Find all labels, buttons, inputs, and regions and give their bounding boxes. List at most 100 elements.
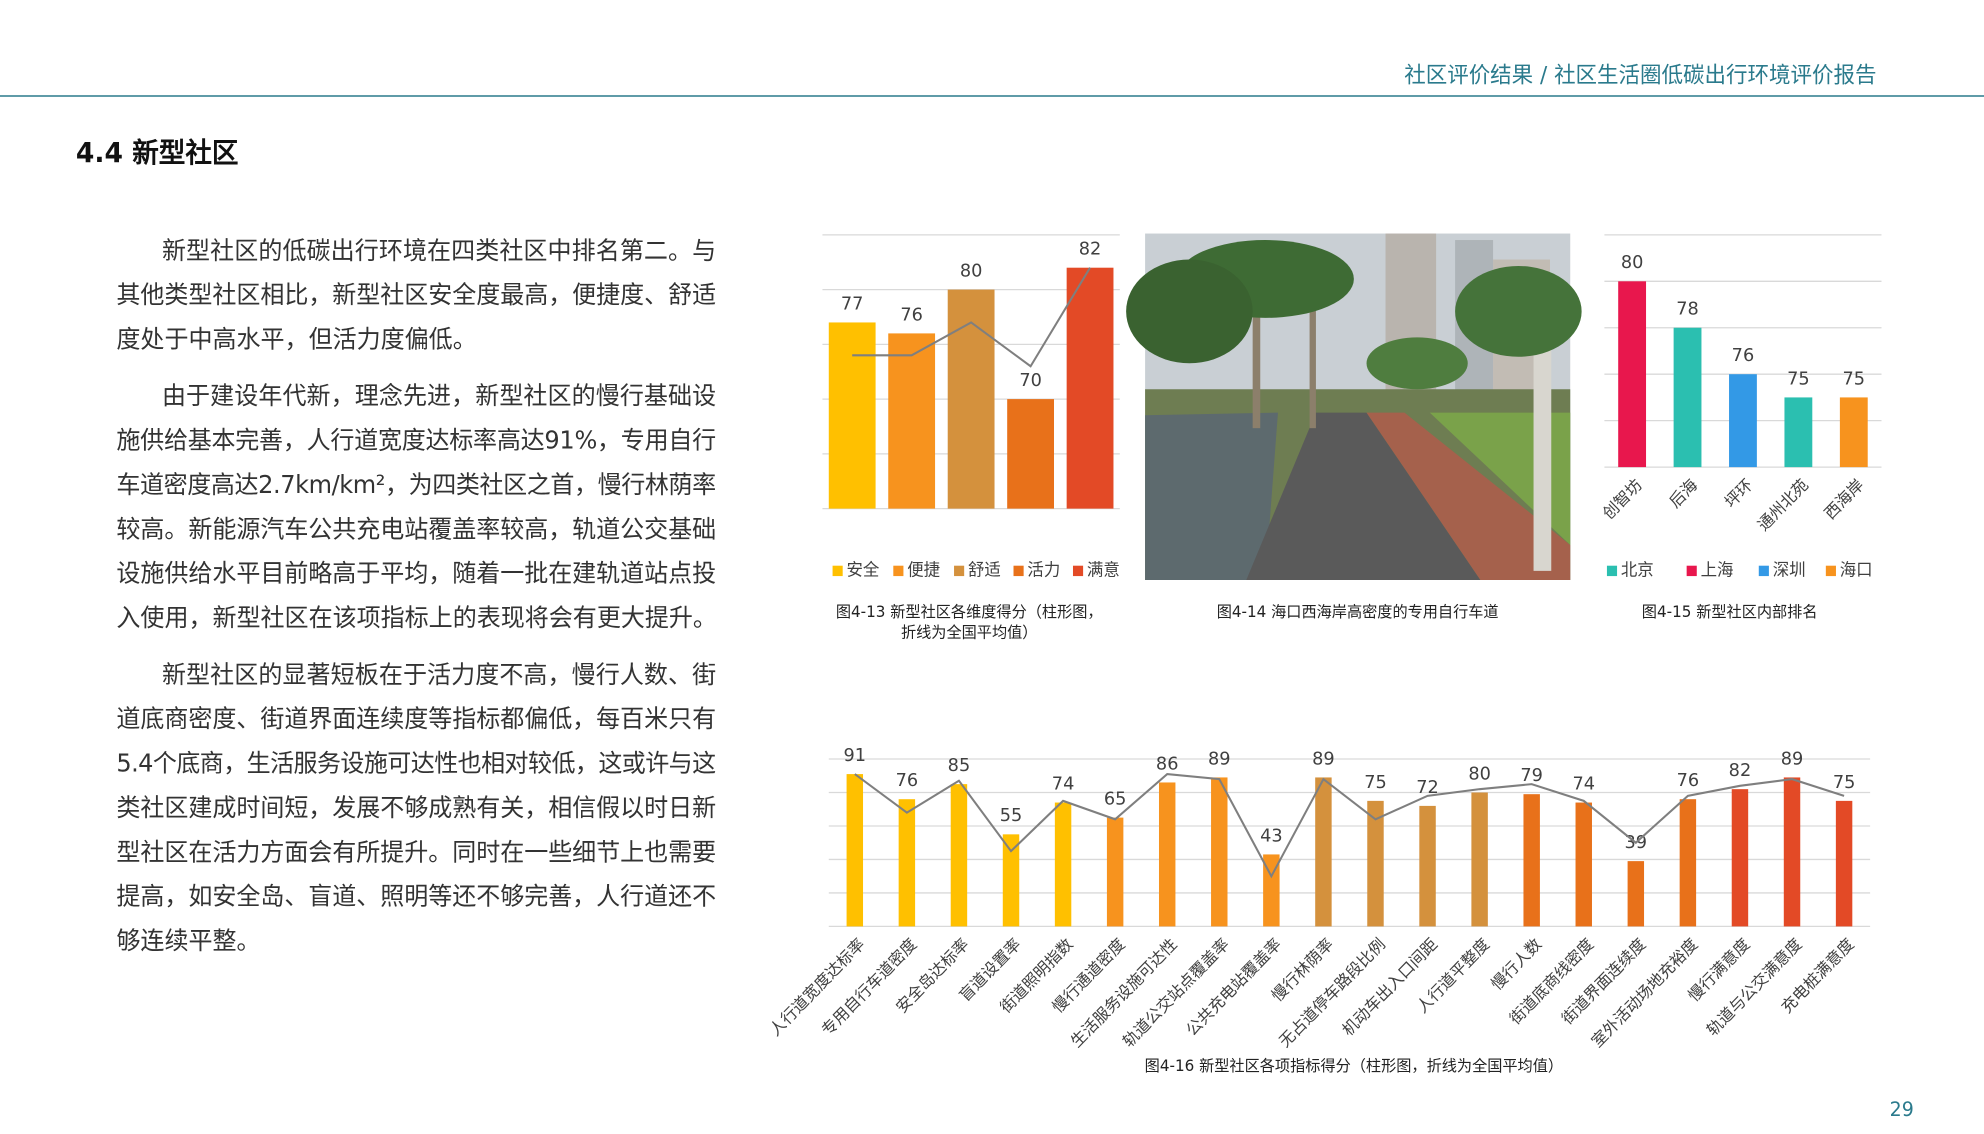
bar	[1158, 782, 1176, 927]
breadcrumb: 社区评价结果 / 社区生活圈低碳出行环境评价报告	[1404, 63, 1876, 88]
body-text-line: 型社区在活力方面会有所提升。同时在一些细节上也需要	[116, 837, 716, 866]
legend-label: 活力	[1027, 560, 1060, 579]
x-tick-label: 坪环	[1721, 475, 1757, 512]
bar	[1066, 267, 1114, 509]
x-tick-label: 通州北苑	[1754, 475, 1812, 534]
bar	[1054, 802, 1072, 927]
bar	[1673, 327, 1702, 468]
body-text-line: 5.4个底商，生活服务设施可达性也相对较低，这或许与这	[116, 748, 716, 777]
body-text-line: 施供给基本完善，人行道宽度达标率高达91%，专用自行	[116, 425, 716, 454]
body-text-line: 提高，如安全岛、盲道、照明等还不够完善，人行道还不	[116, 881, 716, 910]
bar	[1106, 817, 1124, 927]
bar	[1523, 794, 1540, 927]
value-label: 75	[1364, 772, 1387, 793]
legend-label: 便捷	[907, 560, 940, 579]
bar	[947, 289, 995, 509]
page-number: 29	[1890, 1098, 1914, 1121]
body-text-line: 类社区建成时间短，发展不够成熟有关，相信假以时日新	[116, 793, 716, 822]
body-text-line: 设施供给水平目前略高于平均，随着一批在建轨道站点投	[116, 558, 716, 587]
value-label: 80	[1621, 252, 1644, 273]
bar	[1002, 834, 1020, 927]
bar	[1419, 805, 1436, 927]
value-label: 75	[1843, 368, 1866, 389]
bar	[846, 774, 864, 927]
value-label: 85	[948, 755, 971, 776]
average-line	[854, 773, 1845, 879]
photo-caption: 图4-14 海口西海岸高密度的专用自行车道	[1217, 603, 1499, 621]
x-tick-label: 专用自行车道密度	[818, 934, 921, 1039]
body-text-line: 入使用，新型社区在该项指标上的表现将会有更大提升。	[116, 603, 717, 632]
value-label: 76	[896, 770, 919, 791]
value-label: 78	[1676, 298, 1699, 319]
figure-caption: 图4-13 新型社区各维度得分（柱形图，	[836, 603, 1103, 621]
legend-swatch	[1825, 565, 1836, 577]
figure-caption: 图4-16 新型社区各项指标得分（柱形图，折线为全国平均值）	[1145, 1057, 1563, 1075]
x-tick-label: 轨道与公交满意度	[1703, 934, 1806, 1039]
value-label: 79	[1520, 765, 1543, 786]
bar	[950, 784, 968, 927]
legend-swatch	[1606, 565, 1618, 577]
value-label: 80	[1468, 763, 1491, 784]
value-label: 80	[960, 260, 983, 281]
value-label: 76	[1677, 770, 1700, 791]
x-tick-label: 公共充电站覆盖率	[1182, 934, 1285, 1039]
bar	[828, 322, 876, 509]
legend-label: 海口	[1840, 560, 1873, 579]
bar	[1263, 854, 1280, 927]
x-tick-label: 人行道宽度达标率	[766, 934, 869, 1039]
legend-label: 安全	[846, 560, 879, 579]
x-tick-label: 机动车出入口间距	[1338, 934, 1441, 1039]
value-label: 55	[1000, 805, 1023, 826]
bar	[1627, 861, 1645, 927]
bar	[1007, 399, 1054, 509]
bar	[898, 799, 916, 927]
value-label: 75	[1833, 772, 1856, 793]
value-label: 86	[1156, 753, 1179, 774]
bar	[1575, 802, 1592, 927]
photo	[1126, 233, 1582, 580]
bar	[1679, 799, 1697, 927]
value-label: 89	[1781, 748, 1804, 769]
body-text-line: 度处于中高水平，但活力度偏低。	[116, 324, 476, 353]
bar	[1315, 777, 1332, 927]
bar	[1211, 777, 1228, 927]
legend-label: 北京	[1621, 560, 1654, 579]
body-text-line: 新型社区的显著短板在于活力度不高，慢行人数、街	[162, 660, 716, 689]
average-line	[852, 267, 1091, 368]
value-label: 89	[1312, 748, 1335, 769]
bar	[1367, 800, 1384, 927]
bar	[1731, 789, 1749, 927]
bar	[888, 333, 936, 509]
body-text-line: 够连续平整。	[116, 926, 260, 955]
value-label: 74	[1052, 773, 1075, 794]
value-label: 89	[1208, 748, 1231, 769]
legend-swatch	[893, 565, 904, 577]
value-label: 74	[1572, 773, 1595, 794]
bar	[1729, 374, 1757, 468]
bar	[1839, 397, 1868, 468]
bar	[1783, 777, 1801, 927]
bar	[1784, 397, 1813, 468]
value-label: 82	[1729, 760, 1752, 781]
legend-label: 满意	[1087, 560, 1120, 579]
x-tick-label: 西海岸	[1821, 475, 1868, 523]
value-label: 76	[1732, 345, 1755, 366]
value-label: 65	[1104, 788, 1127, 809]
body-text-line: 较高。新能源汽车公共充电站覆盖率较高，轨道公交基础	[116, 514, 716, 543]
section-title: 4.4 新型社区	[76, 137, 239, 169]
x-tick-label: 后海	[1665, 475, 1701, 512]
body-text-line: 车道密度高达2.7km/km²，为四类社区之首，慢行林荫率	[116, 470, 716, 499]
legend-swatch	[1072, 565, 1084, 577]
value-label: 82	[1079, 238, 1102, 259]
value-label: 91	[844, 745, 867, 766]
value-label: 75	[1787, 368, 1810, 389]
value-label: 77	[841, 293, 864, 314]
bar	[1835, 800, 1853, 927]
body-text-line: 道底商密度、街道界面连续度等指标都偏低，每百米只有	[116, 704, 716, 733]
legend-label: 舒适	[968, 560, 1001, 579]
value-label: 43	[1260, 825, 1283, 846]
value-label: 76	[900, 304, 923, 325]
body-text-line: 新型社区的低碳出行环境在四类社区中排名第二。与	[162, 236, 716, 265]
legend-swatch	[954, 565, 965, 577]
